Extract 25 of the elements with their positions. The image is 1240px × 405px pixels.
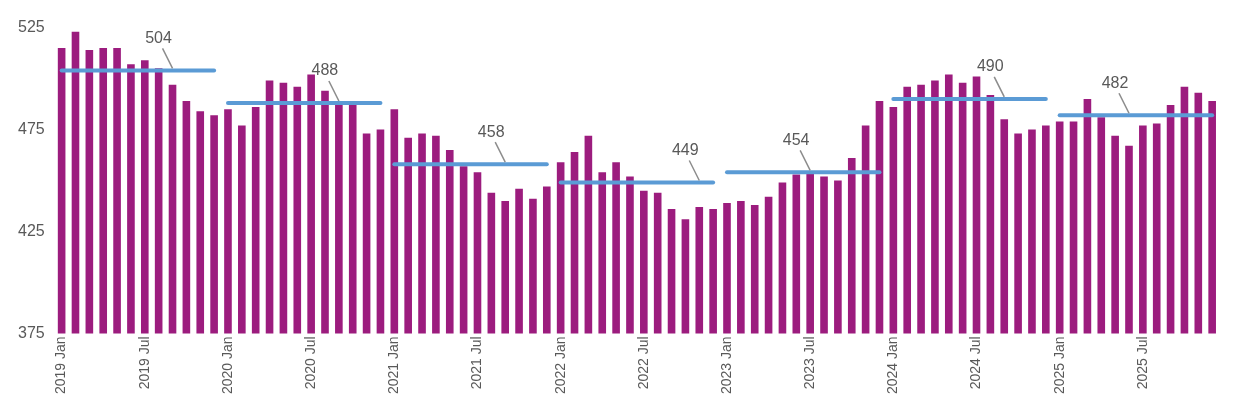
x-tick-label: 2020 Jan [218,336,235,394]
x-tick-label: 2024 Jan [884,336,901,394]
x-tick-label: 2021 Jan [385,336,402,394]
x-tick-label: 2022 Jul [634,336,651,390]
data-label: 454 [782,130,810,148]
x-tick-label: 2019 Jul [135,336,152,390]
x-tick-label: 2019 Jan [52,336,69,394]
y-tick-label: 425 [17,221,45,239]
x-tick-label: 2020 Jul [302,336,318,390]
x-tick-label: 2023 Jul [801,336,818,390]
x-tick-label: 2022 Jan [551,336,568,394]
data-label: 488 [311,61,339,79]
x-tick-label: 2021 Jul [468,336,485,390]
y-tick-label: 375 [17,323,45,341]
data-label: 504 [145,28,172,46]
x-tick-label: 2023 Jan [717,336,734,394]
data-label: 482 [1101,73,1129,91]
x-tick-label: 2025 Jul [1133,336,1150,390]
x-tick-label: 2025 Jan [1050,336,1067,394]
y-tick-label: 475 [17,119,45,137]
data-label: 449 [671,140,699,158]
y-tick-label: 525 [17,18,45,36]
data-label: 490 [976,57,1004,75]
x-tick-label: 2024 Jul [967,336,984,390]
data-label: 458 [477,122,505,140]
